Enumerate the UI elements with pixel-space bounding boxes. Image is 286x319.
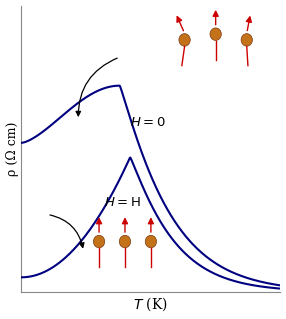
X-axis label: $T$ (K): $T$ (K) — [134, 296, 168, 314]
Circle shape — [241, 33, 253, 46]
Circle shape — [94, 235, 105, 248]
Y-axis label: ρ (Ω cm): ρ (Ω cm) — [5, 122, 19, 176]
Text: $H = \mathrm{H}$: $H = \mathrm{H}$ — [104, 196, 141, 209]
Circle shape — [210, 28, 221, 41]
Text: $H = 0$: $H = 0$ — [130, 116, 166, 129]
Circle shape — [179, 33, 190, 46]
Circle shape — [145, 235, 156, 248]
Circle shape — [119, 235, 131, 248]
